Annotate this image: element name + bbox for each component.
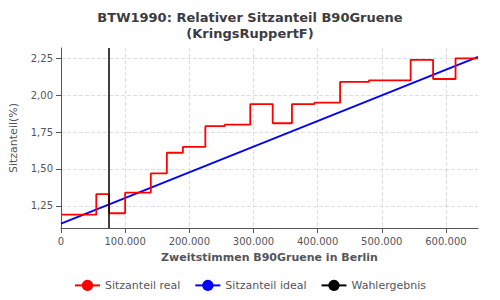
svg-text:Sitzanteil(%): Sitzanteil(%) [7, 103, 20, 173]
svg-text:100.000: 100.000 [104, 236, 145, 247]
svg-text:500.000: 500.000 [361, 236, 402, 247]
svg-text:BTW1990: Relativer Sitzanteil: BTW1990: Relativer Sitzanteil B90Gruene [97, 10, 402, 25]
svg-text:0: 0 [58, 236, 64, 247]
svg-text:300.000: 300.000 [233, 236, 274, 247]
svg-text:1,25: 1,25 [31, 200, 53, 211]
svg-text:600.000: 600.000 [425, 236, 466, 247]
svg-text:2,25: 2,25 [31, 53, 53, 64]
svg-text:Zweitstimmen B90Gruene in Berl: Zweitstimmen B90Gruene in Berlin [161, 251, 378, 264]
svg-text:400.000: 400.000 [297, 236, 338, 247]
svg-text:1,75: 1,75 [31, 127, 53, 138]
svg-text:2,00: 2,00 [31, 90, 53, 101]
svg-text:1,50: 1,50 [31, 163, 53, 174]
svg-text:200.000: 200.000 [169, 236, 210, 247]
svg-text:Wahlergebnis: Wahlergebnis [351, 279, 426, 292]
svg-text:Sitzanteil ideal: Sitzanteil ideal [225, 279, 306, 292]
svg-text:Sitzanteil real: Sitzanteil real [105, 279, 180, 292]
svg-text:(KringsRuppertF): (KringsRuppertF) [186, 26, 313, 41]
